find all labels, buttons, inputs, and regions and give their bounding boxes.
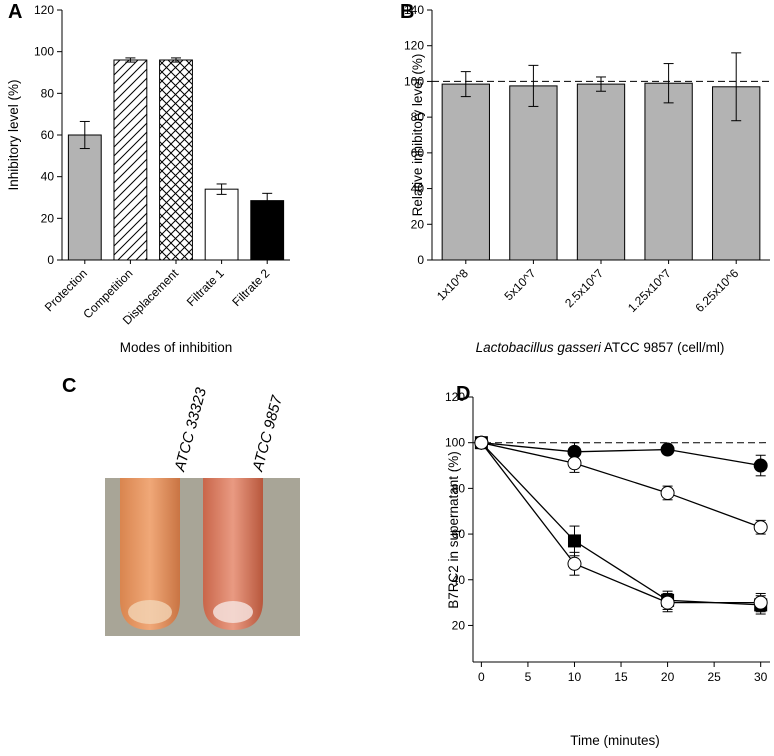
marker <box>474 435 489 450</box>
x-tick-label: Filtrate 1 <box>184 266 227 309</box>
sediment <box>128 600 172 624</box>
error-bar <box>460 71 471 98</box>
panel-label: A <box>8 1 22 23</box>
error-bar <box>663 63 674 104</box>
y-axis-label: B7RC2 in supernatant (%) <box>446 451 461 609</box>
y-axis-label: Relative inhibitory level (%) <box>410 54 425 217</box>
x-tick-label: 0 <box>478 670 485 684</box>
x-tick-label: 25 <box>707 670 721 684</box>
y-tick-label: 0 <box>417 253 424 267</box>
y-tick-label: 40 <box>41 170 55 184</box>
tube-label: ATCC 9857 <box>249 393 286 474</box>
marker <box>567 534 581 548</box>
error-bar <box>79 120 90 150</box>
error-bar <box>125 57 136 63</box>
bar <box>113 59 148 261</box>
error-bar <box>731 52 742 122</box>
x-tick-label: 10 <box>568 670 582 684</box>
error-bar <box>216 183 227 195</box>
x-tick-label: Filtrate 2 <box>229 266 272 309</box>
y-tick-label: 40 <box>452 573 466 587</box>
y-tick-label: 20 <box>452 618 466 632</box>
x-tick-label: 15 <box>614 670 628 684</box>
tube-label: ATCC 33323 <box>171 385 210 474</box>
y-tick-label: 60 <box>452 527 466 541</box>
y-tick-label: 40 <box>411 182 425 196</box>
bar <box>204 188 239 261</box>
x-axis-label: Lactobacillus gasseri ATCC 9857 (cell/ml… <box>476 340 725 355</box>
y-tick-label: 60 <box>41 128 55 142</box>
sediment <box>213 601 253 623</box>
error-bar <box>262 192 273 209</box>
x-tick-label: 6.25x10^6 <box>693 266 742 315</box>
bar <box>67 134 102 261</box>
x-tick-label: 30 <box>754 670 768 684</box>
marker <box>753 595 768 610</box>
y-tick-label: 120 <box>34 3 54 17</box>
series-line <box>480 442 761 606</box>
marker <box>660 485 675 500</box>
x-tick-label: 2.5x10^7 <box>562 266 606 310</box>
y-axis-label: Inhibitory level (%) <box>6 79 21 190</box>
x-tick-label: 1.25x10^7 <box>625 266 674 315</box>
x-axis-label: Time (minutes) <box>570 733 660 748</box>
series-line <box>481 442 761 528</box>
y-tick-label: 80 <box>41 86 55 100</box>
y-tick-label: 60 <box>411 146 425 160</box>
bar <box>159 59 193 261</box>
panel-label: C <box>62 375 76 397</box>
y-tick-label: 100 <box>404 74 424 88</box>
error-bar <box>528 64 539 107</box>
error-bar <box>596 76 606 92</box>
marker <box>753 458 768 473</box>
x-tick-label: 1x10^8 <box>434 266 471 303</box>
bar <box>576 83 626 261</box>
y-tick-label: 120 <box>445 390 465 404</box>
y-tick-label: 140 <box>404 3 424 17</box>
photo <box>105 478 300 636</box>
x-tick-label: 5 <box>525 670 532 684</box>
bar <box>509 85 558 261</box>
x-tick-label: 20 <box>661 670 675 684</box>
marker <box>660 442 675 457</box>
panel-label: D <box>456 383 470 405</box>
series-line <box>481 442 761 467</box>
marker <box>660 595 675 610</box>
marker <box>567 556 582 571</box>
x-tick-label: 5x10^7 <box>502 266 539 303</box>
y-tick-label: 100 <box>445 436 465 450</box>
x-tick-label: Protection <box>42 266 90 314</box>
y-tick-label: 0 <box>47 253 54 267</box>
series-line <box>480 442 761 604</box>
panel-label: B <box>400 1 414 23</box>
y-tick-label: 80 <box>452 481 466 495</box>
tube <box>120 478 180 630</box>
marker <box>567 456 582 471</box>
y-tick-label: 100 <box>34 45 54 59</box>
error-bar <box>171 57 181 63</box>
y-tick-label: 20 <box>411 217 425 231</box>
bar <box>441 83 490 261</box>
y-tick-label: 20 <box>41 211 55 225</box>
marker <box>753 520 768 535</box>
y-tick-label: 80 <box>411 110 425 124</box>
bar <box>644 82 693 261</box>
y-tick-label: 120 <box>404 39 424 53</box>
x-axis-label: Modes of inhibition <box>120 340 233 355</box>
tube <box>203 478 263 630</box>
bar <box>250 200 285 261</box>
